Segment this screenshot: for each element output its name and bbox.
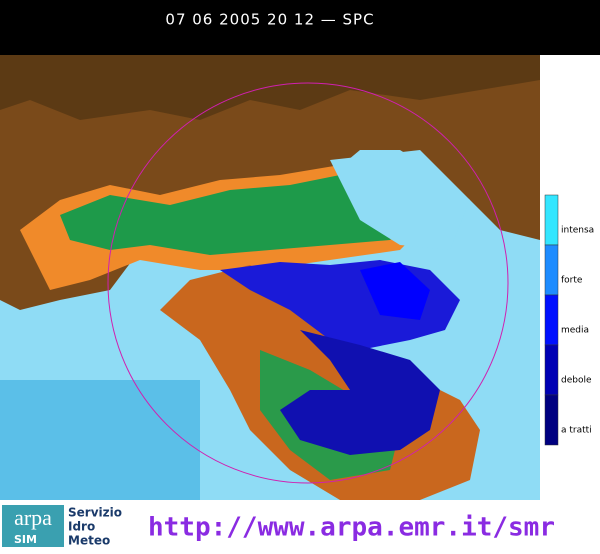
legend-label: debole bbox=[561, 376, 592, 386]
rain-south bbox=[280, 330, 440, 455]
logo-text: arpa bbox=[14, 505, 52, 530]
po-valley bbox=[60, 170, 430, 255]
legend-label: intensa bbox=[561, 226, 594, 236]
legend-label: media bbox=[561, 326, 589, 336]
org-line: Idro bbox=[68, 520, 95, 534]
radar-map bbox=[0, 55, 540, 500]
header-title: 07 06 2005 20 12 — SPC bbox=[165, 11, 374, 29]
header-bar bbox=[0, 0, 600, 55]
legend-label: a tratti bbox=[561, 426, 592, 436]
legend: intensa forte media debole a tratti bbox=[544, 194, 594, 446]
legend-swatch bbox=[544, 194, 559, 246]
legend-label: forte bbox=[561, 276, 583, 286]
rain-core bbox=[360, 262, 430, 320]
adriatic bbox=[330, 150, 470, 250]
legend-swatch bbox=[544, 394, 559, 446]
org-line: Meteo bbox=[68, 534, 110, 548]
logo-sub: SIM bbox=[14, 533, 37, 546]
org-line: Servizio bbox=[68, 506, 122, 520]
url: http://www.arpa.emr.it/smr bbox=[148, 513, 555, 543]
legend-swatch bbox=[544, 244, 559, 296]
legend-swatch bbox=[544, 294, 559, 346]
radar-range bbox=[107, 82, 509, 484]
logo-box bbox=[2, 505, 64, 547]
deep-sea bbox=[0, 380, 200, 500]
legend-swatch bbox=[544, 344, 559, 396]
high-alps bbox=[0, 55, 540, 120]
